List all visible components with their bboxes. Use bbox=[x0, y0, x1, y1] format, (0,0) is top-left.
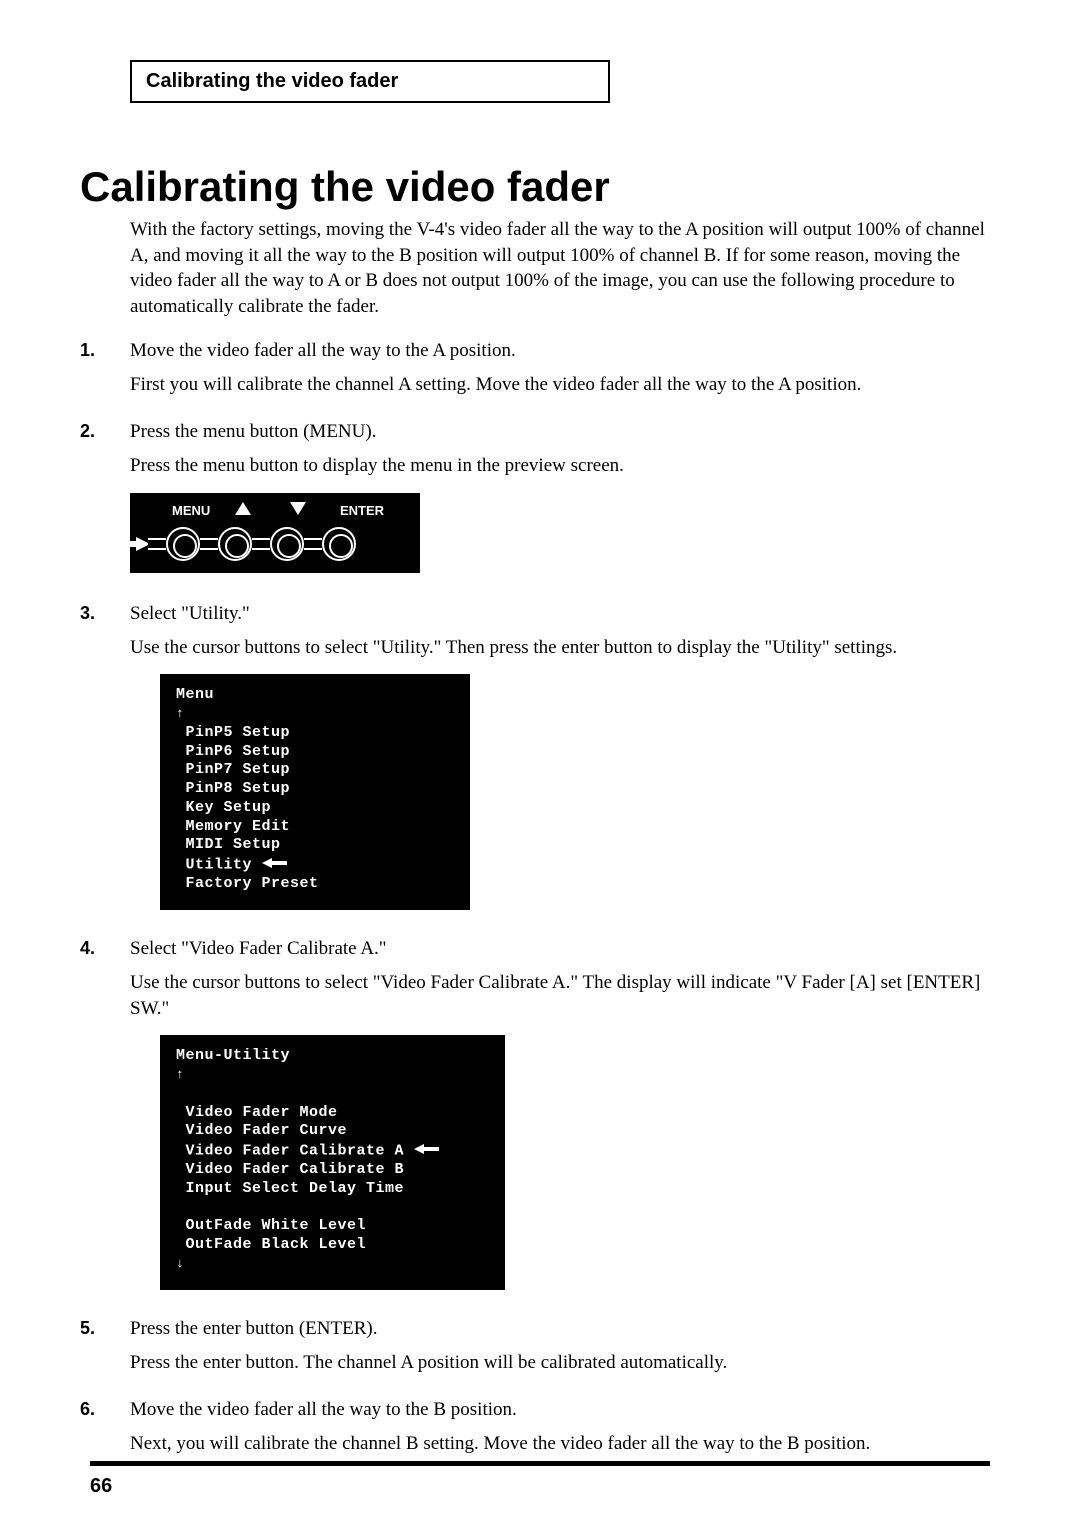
button-connector bbox=[304, 538, 322, 550]
step-desc: Press the menu button to display the men… bbox=[130, 453, 990, 479]
step-3: 3. Select "Utility." Use the cursor butt… bbox=[130, 603, 990, 928]
step-title: Move the video fader all the way to the … bbox=[130, 1399, 990, 1421]
step-4: 4. Select "Video Fader Calibrate A." Use… bbox=[130, 938, 990, 1308]
step-title: Press the enter button (ENTER). bbox=[130, 1318, 990, 1340]
step-desc: Next, you will calibrate the channel B s… bbox=[130, 1431, 990, 1457]
step-number: 3. bbox=[80, 603, 130, 928]
button-connector bbox=[200, 538, 218, 550]
step-desc: First you will calibrate the channel A s… bbox=[130, 372, 990, 398]
button-connector bbox=[252, 538, 270, 550]
step-title: Move the video fader all the way to the … bbox=[130, 340, 990, 362]
intro-paragraph: With the factory settings, moving the V-… bbox=[130, 217, 990, 320]
step-title: Select "Video Fader Calibrate A." bbox=[130, 938, 990, 960]
menu-screen-utility: Menu ↑ PinP5 Setup PinP6 Setup PinP7 Set… bbox=[160, 674, 470, 910]
step-number: 5. bbox=[80, 1318, 130, 1390]
menu-label: MENU bbox=[172, 503, 210, 518]
enter-label: ENTER bbox=[340, 503, 384, 518]
menu-utility-screen: Menu-Utility ↑ Video Fader Mode Video Fa… bbox=[160, 1035, 505, 1289]
enter-button[interactable] bbox=[322, 527, 356, 561]
down-arrow-icon bbox=[290, 502, 306, 518]
step-1: 1. Move the video fader all the way to t… bbox=[130, 340, 990, 412]
up-button[interactable] bbox=[218, 527, 252, 561]
step-desc: Use the cursor buttons to select "Video … bbox=[130, 970, 990, 1021]
step-title: Select "Utility." bbox=[130, 603, 990, 625]
step-number: 4. bbox=[80, 938, 130, 1308]
menu-button-panel: MENU ENTER bbox=[130, 493, 420, 573]
step-desc: Use the cursor buttons to select "Utilit… bbox=[130, 635, 990, 661]
step-5: 5. Press the enter button (ENTER). Press… bbox=[130, 1318, 990, 1390]
step-2: 2. Press the menu button (MENU). Press t… bbox=[130, 421, 990, 593]
menu-button[interactable] bbox=[166, 527, 200, 561]
footer-rule bbox=[90, 1461, 990, 1466]
step-number: 2. bbox=[80, 421, 130, 593]
step-title: Press the menu button (MENU). bbox=[130, 421, 990, 443]
down-button[interactable] bbox=[270, 527, 304, 561]
step-number: 1. bbox=[80, 340, 130, 412]
page-number: 66 bbox=[90, 1475, 112, 1498]
button-connector bbox=[148, 538, 166, 550]
step-desc: Press the enter button. The channel A po… bbox=[130, 1350, 990, 1376]
up-arrow-icon bbox=[235, 502, 251, 518]
running-header-box: Calibrating the video fader bbox=[130, 60, 610, 103]
page-title: Calibrating the video fader bbox=[80, 163, 990, 211]
running-header-text: Calibrating the video fader bbox=[146, 70, 398, 92]
